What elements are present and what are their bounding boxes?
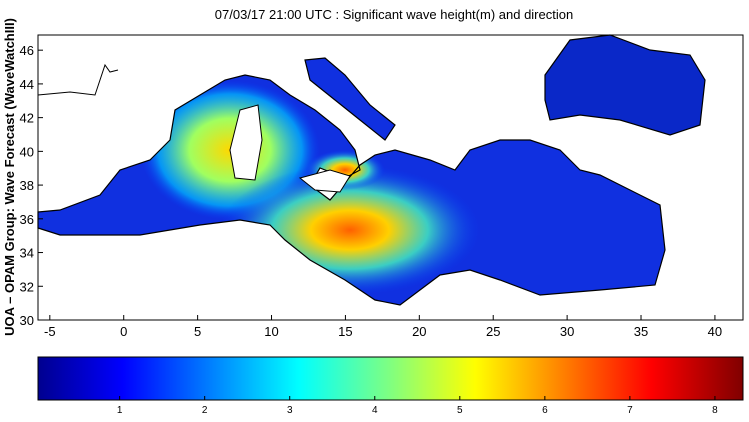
colorbar-tick-label: 3 — [287, 405, 293, 416]
black-sea — [544, 34, 706, 136]
coastline — [37, 57, 666, 306]
y-tick-label: 36 — [20, 212, 34, 227]
x-tick-label: 40 — [708, 324, 722, 339]
y-tick-label: 46 — [20, 43, 34, 58]
x-tick-label: 15 — [338, 324, 352, 339]
colorbar-tick-label: 6 — [542, 405, 548, 416]
colorbar-tick-label: 4 — [372, 405, 378, 416]
biscay-coast — [37, 63, 119, 96]
x-tick-label: -5 — [44, 324, 56, 339]
y-tick-label: 32 — [20, 279, 34, 294]
colorbar-tick-label: 2 — [202, 405, 208, 416]
x-tick-label: 25 — [486, 324, 500, 339]
x-tick-label: 5 — [194, 324, 201, 339]
y-tick-label: 30 — [20, 313, 34, 328]
colorbar — [37, 356, 744, 401]
y-tick-label: 42 — [20, 111, 34, 126]
colorbar-tick-label: 8 — [712, 405, 718, 416]
colorbar-tick-label: 5 — [457, 405, 463, 416]
y-tick-label: 38 — [20, 178, 34, 193]
colorbar-tick-label: 7 — [627, 405, 633, 416]
map-title: 07/03/17 21:00 UTC : Significant wave he… — [215, 7, 573, 22]
sicily — [298, 169, 351, 193]
y-tick-label: 40 — [20, 144, 34, 159]
x-tick-label: 35 — [634, 324, 648, 339]
x-tick-label: 30 — [560, 324, 574, 339]
x-tick-label: 0 — [120, 324, 127, 339]
sardinia-corsica — [229, 104, 263, 181]
x-tick-label: 20 — [412, 324, 426, 339]
x-tick-label: 10 — [264, 324, 278, 339]
y-tick-label: 44 — [20, 77, 34, 92]
y-tick-label: 34 — [20, 246, 34, 261]
y-axis-label: UOA – OPAM Group: Wave Forecast (WaveWat… — [2, 18, 17, 336]
colorbar-tick-label: 1 — [117, 405, 123, 416]
